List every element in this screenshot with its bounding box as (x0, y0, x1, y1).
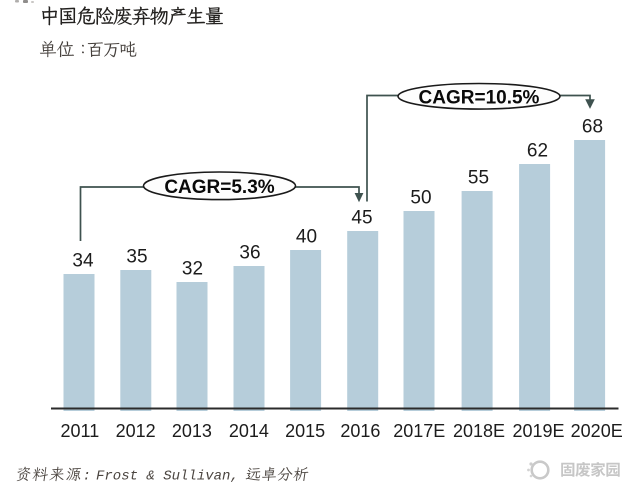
svg-text:2012: 2012 (116, 421, 156, 441)
svg-text:50: 50 (410, 188, 431, 209)
svg-text:2016: 2016 (340, 421, 380, 441)
svg-text:40: 40 (296, 227, 317, 248)
svg-text:2015: 2015 (285, 421, 325, 441)
svg-text:Frost & Sullivan,: Frost & Sullivan, (96, 469, 239, 485)
svg-text:62: 62 (527, 141, 548, 162)
svg-text:2013: 2013 (172, 421, 212, 441)
svg-text:2018E: 2018E (453, 421, 505, 441)
svg-text:2019E: 2019E (512, 421, 564, 441)
svg-text:68: 68 (582, 117, 603, 138)
svg-text:2017E: 2017E (393, 421, 445, 441)
svg-text::: : (83, 469, 91, 485)
svg-text:45: 45 (351, 208, 372, 229)
svg-text:35: 35 (126, 247, 147, 268)
svg-text:2014: 2014 (229, 421, 269, 441)
svg-text:36: 36 (239, 243, 260, 264)
svg-text:2011: 2011 (61, 421, 100, 441)
svg-text:CAGR=10.5%: CAGR=10.5% (419, 87, 540, 108)
svg-text:2020E: 2020E (571, 421, 623, 441)
svg-text:55: 55 (468, 168, 489, 189)
svg-text:34: 34 (72, 251, 94, 272)
svg-text:32: 32 (182, 259, 203, 280)
svg-text:CAGR=5.3%: CAGR=5.3% (164, 177, 274, 198)
